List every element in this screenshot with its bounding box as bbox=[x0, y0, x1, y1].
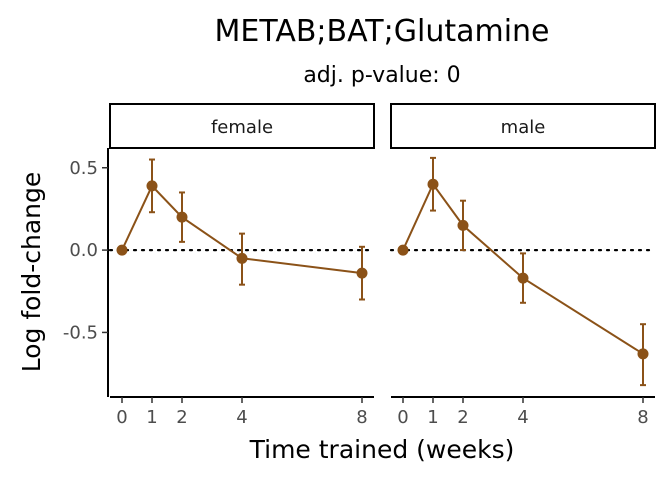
data-point bbox=[356, 267, 368, 279]
y-tick-label: 0.5 bbox=[69, 158, 98, 179]
x-tick-label: 1 bbox=[427, 407, 438, 428]
panel-female: female 0 1 2 4 8 0.5 0.0 -0.5 bbox=[63, 103, 376, 428]
data-point bbox=[146, 180, 158, 192]
y-tick-label: -0.5 bbox=[63, 322, 98, 343]
x-tick-label: 2 bbox=[457, 407, 468, 428]
data-point bbox=[517, 272, 529, 284]
x-tick-label: 8 bbox=[637, 407, 648, 428]
x-tick-label: 4 bbox=[517, 407, 528, 428]
strip-box-male bbox=[390, 103, 656, 149]
strip-box-female bbox=[109, 103, 375, 149]
strip-label-male: male bbox=[501, 117, 546, 138]
x-tick-label: 4 bbox=[236, 407, 247, 428]
y-tick-label: 0.0 bbox=[69, 240, 98, 261]
data-point bbox=[427, 178, 439, 190]
x-tick-label: 0 bbox=[116, 407, 127, 428]
x-axis-title: Time trained (weeks) bbox=[249, 435, 515, 464]
data-point bbox=[637, 348, 649, 360]
x-tick-label: 1 bbox=[146, 407, 157, 428]
data-point bbox=[397, 244, 409, 256]
x-tick-label: 8 bbox=[356, 407, 367, 428]
x-tick-label: 0 bbox=[397, 407, 408, 428]
data-point bbox=[236, 252, 248, 264]
data-point bbox=[176, 211, 188, 223]
chart-title: METAB;BAT;Glutamine bbox=[214, 14, 549, 49]
strip-label-female: female bbox=[211, 117, 273, 138]
chart-subtitle: adj. p-value: 0 bbox=[303, 63, 460, 88]
panel-male: male 0 1 2 4 8 bbox=[389, 103, 657, 428]
y-axis-title: Log fold-change bbox=[17, 172, 46, 373]
x-tick-label: 2 bbox=[176, 407, 187, 428]
data-point bbox=[116, 244, 128, 256]
data-point bbox=[457, 219, 469, 231]
